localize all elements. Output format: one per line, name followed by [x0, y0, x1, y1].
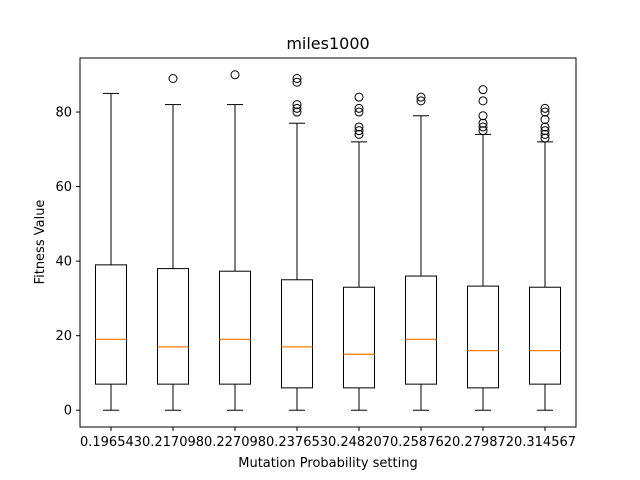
outlier-point	[478, 111, 488, 121]
box-iqr	[219, 270, 251, 385]
plot-area: 0 20 40 60 80 0.196543 0.217098 0.227098 0.23765…	[55, 70, 576, 450]
outlier-point	[354, 103, 364, 113]
outlier-point	[354, 126, 364, 136]
box-iqr	[95, 264, 127, 385]
box-iqr	[281, 279, 313, 389]
outlier-point	[478, 126, 488, 136]
outlier-point	[478, 118, 488, 128]
outlier-point	[292, 103, 302, 113]
outlier-point	[540, 107, 550, 117]
x-tick-label: 0.258762	[390, 435, 452, 450]
x-tick-label: 0.196543	[80, 435, 142, 450]
y-tick-label: 20	[55, 329, 72, 344]
outlier-point	[168, 74, 178, 83]
outlier-point	[354, 107, 364, 117]
outlier-point	[478, 85, 488, 95]
box-iqr	[529, 286, 561, 385]
box-iqr	[405, 275, 437, 385]
outlier-point	[540, 129, 550, 139]
plot-frame	[79, 57, 577, 428]
box-iqr	[467, 285, 499, 389]
outlier-point	[292, 74, 302, 83]
x-tick-label: 0.217098	[142, 435, 204, 450]
outlier-point	[416, 96, 426, 106]
y-tick-label: 40	[55, 255, 72, 270]
outlier-point	[478, 96, 488, 106]
x-tick-label: 0.237653	[266, 435, 328, 450]
outlier-point	[478, 122, 488, 132]
y-tick-label: 60	[55, 180, 72, 195]
chart-title: miles1000	[286, 34, 369, 53]
outlier-point	[540, 133, 550, 143]
outlier-point	[540, 103, 550, 113]
outlier-point	[416, 92, 426, 102]
outlier-point	[292, 77, 302, 87]
box-iqr	[157, 268, 189, 385]
outlier-point	[292, 107, 302, 117]
box-iqr	[343, 286, 375, 389]
x-tick-label: 0.248207	[328, 435, 390, 450]
x-tick-label: 0.279872	[452, 435, 514, 450]
outlier-point	[540, 122, 550, 132]
outlier-point	[292, 100, 302, 110]
outlier-point	[540, 126, 550, 136]
outlier-point	[354, 92, 364, 102]
y-tick-label: 0	[64, 404, 72, 419]
x-tick-label: 0.227098	[204, 435, 266, 450]
x-tick-label: 0.314567	[514, 435, 576, 450]
outlier-point	[540, 115, 550, 124]
y-axis-label: Fitness Value	[33, 200, 48, 285]
outlier-point	[354, 129, 364, 139]
y-tick-label: 80	[55, 106, 72, 121]
outlier-point	[230, 70, 240, 80]
outlier-point	[354, 122, 364, 132]
x-axis-label: Mutation Probability setting	[238, 456, 417, 471]
